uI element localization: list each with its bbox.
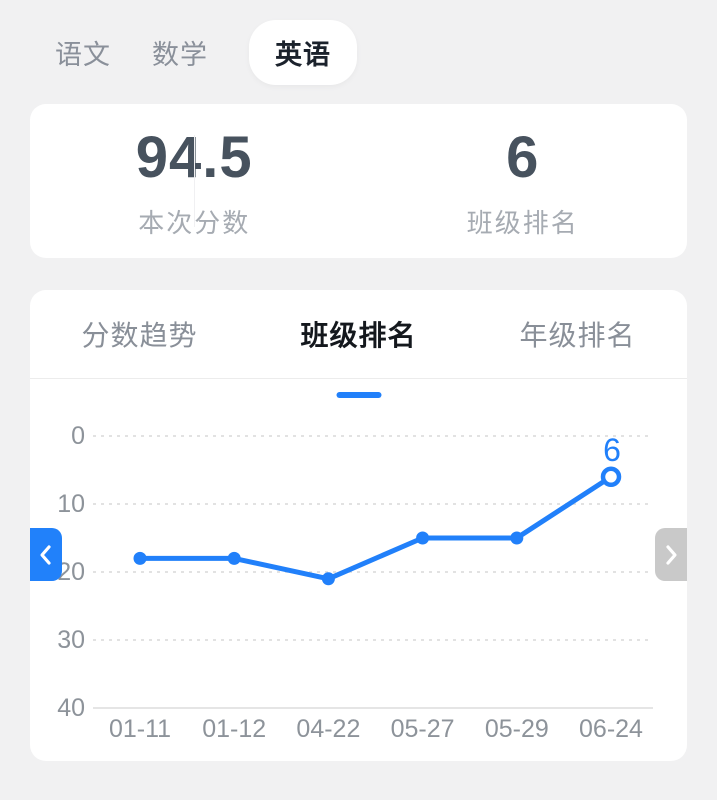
- svg-text:40: 40: [57, 694, 85, 722]
- score-value: 94.5: [135, 125, 253, 190]
- score-label: 本次分数: [138, 208, 251, 238]
- rank-value: 6: [506, 125, 540, 190]
- trend-tab-bar: 分数趋势 班级排名 年级排名: [30, 290, 687, 398]
- next-period-button[interactable]: [655, 528, 687, 581]
- svg-text:06-24: 06-24: [579, 715, 643, 743]
- svg-text:6: 6: [603, 432, 621, 468]
- tab-score-trend[interactable]: 分数趋势: [81, 320, 198, 351]
- subject-tab-bar: 语文 数学 英语: [0, 0, 717, 104]
- svg-text:05-27: 05-27: [391, 715, 455, 743]
- tab-class-rank[interactable]: 班级排名: [249, 314, 468, 398]
- tab-english[interactable]: 英语: [249, 19, 357, 85]
- svg-text:30: 30: [57, 626, 85, 654]
- svg-text:0: 0: [71, 422, 85, 450]
- tab-class-rank-label: 班级排名: [300, 320, 417, 351]
- score-column: 94.5 本次分数: [30, 104, 359, 258]
- rank-label: 班级排名: [466, 208, 579, 238]
- tab-math[interactable]: 数学: [152, 39, 208, 70]
- svg-text:10: 10: [57, 490, 85, 518]
- trend-chart-card: 分数趋势 班级排名 年级排名 0 10 20 30 40 01-11 01-12 04-22 0…: [30, 290, 687, 761]
- rank-column: 6 班级排名: [359, 104, 688, 258]
- summary-divider: [194, 135, 196, 227]
- prev-period-button[interactable]: [30, 528, 62, 581]
- active-tab-underline: [336, 392, 381, 398]
- chevron-left-icon: [40, 544, 51, 565]
- svg-text:01-11: 01-11: [109, 715, 171, 743]
- tab-grade-rank[interactable]: 年级排名: [519, 320, 636, 351]
- svg-text:05-29: 05-29: [485, 715, 549, 743]
- svg-text:04-22: 04-22: [296, 715, 360, 743]
- tab-chinese[interactable]: 语文: [55, 39, 111, 70]
- score-summary-card: 94.5 本次分数 6 班级排名: [30, 104, 687, 258]
- svg-text:01-12: 01-12: [202, 715, 266, 743]
- chevron-right-icon: [666, 544, 677, 565]
